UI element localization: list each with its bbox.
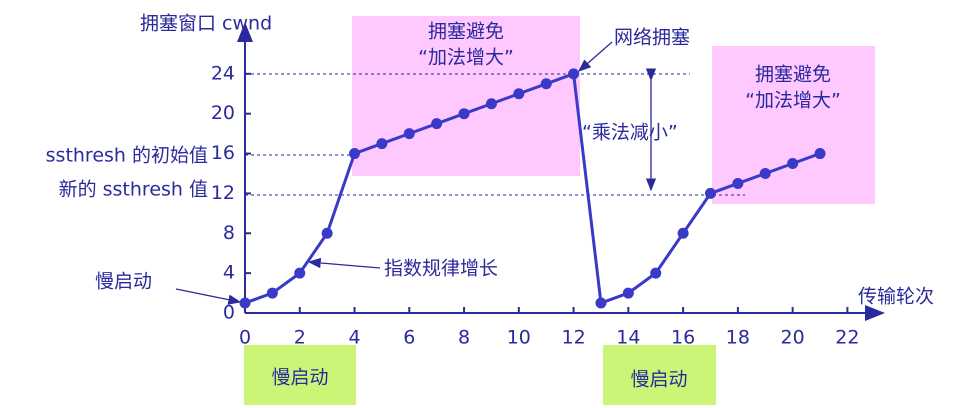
point	[458, 108, 470, 120]
point	[266, 287, 278, 299]
annotation: “乘法减小”	[582, 122, 678, 144]
annotation: 指数规律增长	[384, 258, 498, 280]
point	[239, 297, 251, 309]
annotation: 慢启动	[630, 369, 687, 391]
x-tick-label: 12	[561, 327, 585, 349]
y-axis-label: 拥塞窗口 cwnd	[140, 13, 272, 35]
annotation: ssthresh 的初始值	[46, 145, 208, 167]
point	[622, 287, 634, 299]
annotation: 拥塞避免	[755, 64, 831, 86]
x-tick-label: 18	[726, 327, 750, 349]
x-tick-label: 20	[781, 327, 805, 349]
point	[485, 98, 497, 110]
x-tick-label: 22	[835, 327, 859, 349]
x-tick-label: 4	[348, 327, 360, 349]
point	[403, 128, 415, 140]
x-axis-label: 传输轮次	[858, 286, 934, 308]
point	[321, 227, 333, 239]
pointer-arrow	[578, 41, 613, 72]
slow-start-box	[244, 345, 356, 405]
annotation: 网络拥塞	[614, 27, 690, 49]
y-tick-label: 20	[211, 102, 235, 124]
x-tick-label: 8	[458, 327, 470, 349]
point	[759, 167, 771, 179]
point	[787, 158, 799, 170]
point	[677, 227, 689, 239]
point	[814, 148, 826, 160]
point	[294, 267, 306, 279]
annotation: 拥塞避免	[428, 21, 504, 43]
point	[650, 267, 662, 279]
x-tick-label: 10	[507, 327, 531, 349]
y-tick-label: 12	[211, 182, 235, 204]
pointer-arrow	[307, 257, 381, 269]
x-tick-label: 2	[294, 327, 306, 349]
annotation: “加法增大”	[418, 47, 514, 69]
point	[595, 297, 607, 309]
y-tick-label: 24	[211, 62, 235, 84]
point	[513, 88, 525, 100]
avoidance-box	[352, 16, 580, 176]
y-tick-label: 16	[211, 142, 235, 164]
x-tick-label: 6	[403, 327, 415, 349]
annotation: 慢启动	[95, 271, 152, 293]
slow-start-box	[603, 345, 716, 405]
point	[568, 68, 580, 80]
y-tick-label: 0	[223, 302, 235, 324]
x-tick-label: 14	[616, 327, 640, 349]
y-tick-label: 8	[223, 222, 235, 244]
avoidance-box	[712, 46, 875, 204]
point	[349, 148, 361, 160]
annotation: 慢启动	[271, 367, 328, 389]
annotation: 新的 ssthresh 值	[59, 179, 208, 201]
pointer-arrow	[175, 288, 242, 305]
point	[431, 118, 443, 130]
x-tick-label: 0	[239, 327, 251, 349]
point	[704, 187, 716, 199]
point	[376, 138, 388, 150]
point	[540, 78, 552, 90]
point	[732, 177, 744, 189]
x-tick-label: 16	[671, 327, 695, 349]
y-tick-label: 4	[223, 262, 235, 284]
annotation: “加法增大”	[745, 90, 841, 112]
line	[244, 71, 821, 306]
